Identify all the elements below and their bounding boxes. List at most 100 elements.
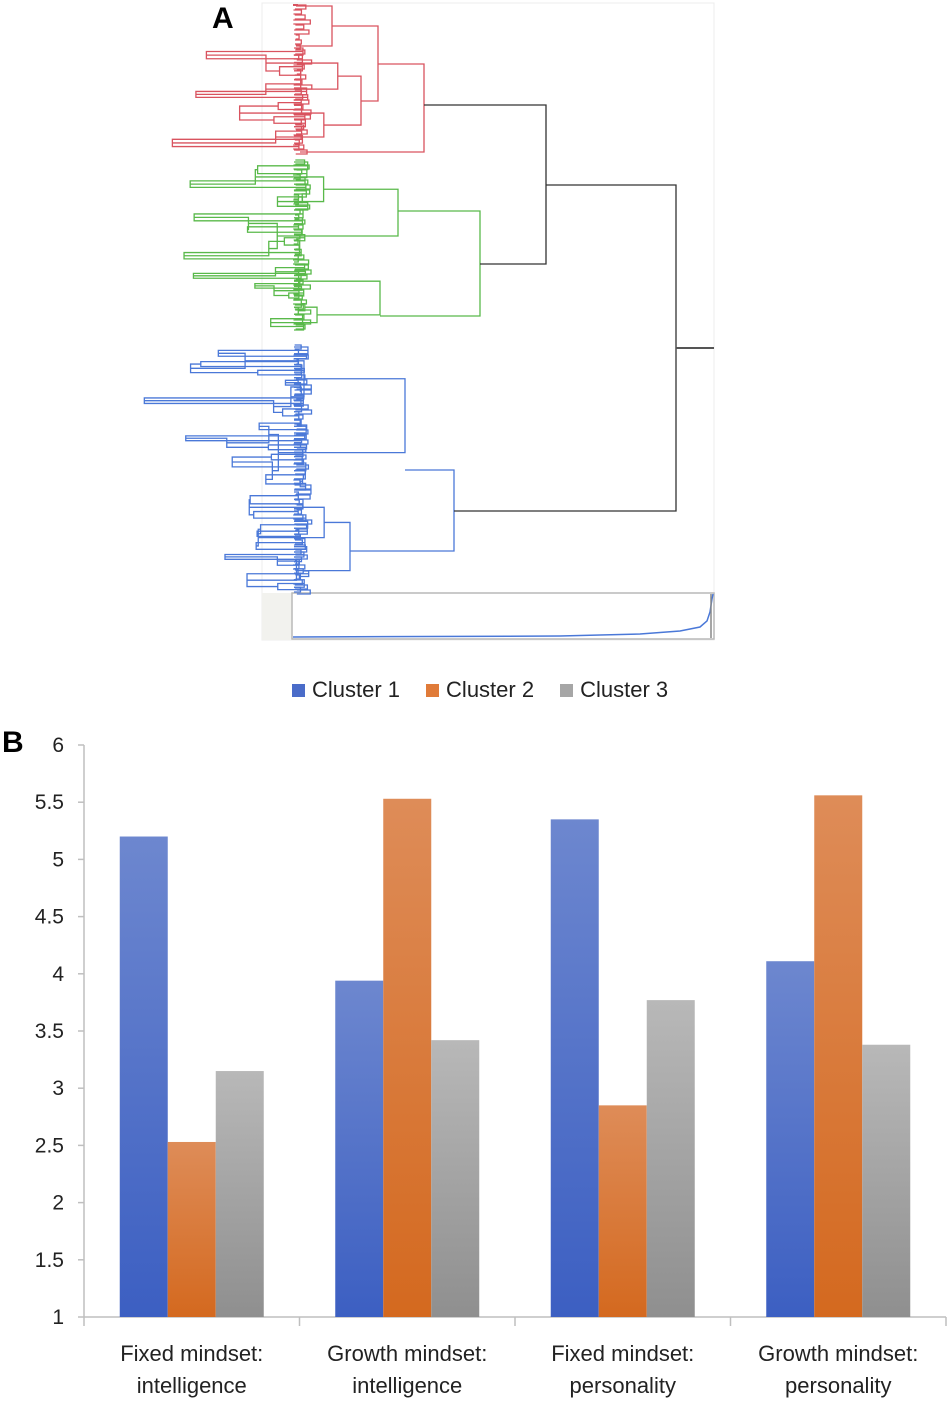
dendrogram-link-blue bbox=[232, 461, 273, 481]
dendrogram-link-red bbox=[273, 116, 306, 124]
dendrogram-link-green bbox=[294, 254, 305, 260]
dendrogram-link-red bbox=[294, 4, 307, 10]
bar-cluster-3-cat-3 bbox=[646, 1000, 695, 1317]
y-tick-label: 1.5 bbox=[35, 1249, 64, 1272]
legend-swatch-cluster-2 bbox=[426, 683, 440, 697]
dendrogram-link-green bbox=[256, 165, 308, 175]
dendrogram-link-blue bbox=[217, 349, 308, 357]
dendrogram-link-green bbox=[184, 240, 285, 257]
bar-cluster-2-cat-3 bbox=[598, 1105, 647, 1317]
y-tick-label: 3.5 bbox=[35, 1020, 64, 1043]
dendrogram-link-blue bbox=[256, 530, 308, 538]
bar-cluster-2-cat-2 bbox=[383, 798, 432, 1317]
y-tick-label: 4.5 bbox=[35, 906, 64, 929]
legend-label-cluster-1: Cluster 1 bbox=[312, 677, 401, 702]
dendrogram-link-blue bbox=[296, 464, 310, 470]
dendrogram-link-blue bbox=[296, 521, 351, 572]
dendrogram-link-blue bbox=[143, 397, 304, 405]
dendrogram-link-red bbox=[293, 114, 312, 120]
dendrogram-link-red bbox=[294, 139, 300, 145]
dendrogram-link-green bbox=[295, 324, 306, 330]
dendrogram-link-green bbox=[298, 302, 306, 312]
legend-item-cluster-3: Cluster 3 bbox=[560, 677, 668, 703]
bar-cluster-2-cat-4 bbox=[814, 795, 863, 1317]
x-category-label: intelligence bbox=[137, 1373, 247, 1398]
panel-b-label: B bbox=[2, 726, 24, 759]
y-tick-label: 1 bbox=[52, 1306, 64, 1329]
dendrogram-link-blue bbox=[256, 528, 261, 547]
dendrogram-link-green bbox=[270, 318, 304, 328]
bar-cluster-3-cat-2 bbox=[431, 1040, 480, 1317]
dendrogram-link-blue bbox=[296, 589, 311, 595]
dendrogram-link-blue bbox=[281, 408, 302, 417]
density-strip-frame bbox=[291, 592, 715, 640]
dendrogram-link-blue bbox=[224, 556, 299, 566]
bar-cluster-1-cat-1 bbox=[119, 836, 168, 1317]
dendrogram-frame bbox=[261, 2, 715, 641]
dendrogram-link-red bbox=[294, 29, 310, 35]
dendrogram bbox=[143, 2, 715, 641]
dendrogram-link-green bbox=[294, 304, 304, 310]
dendrogram-link-blue bbox=[267, 444, 306, 451]
dendrogram-link-red bbox=[195, 90, 308, 99]
dendrogram-link-red bbox=[293, 9, 303, 15]
dendrogram-link-red bbox=[205, 50, 303, 60]
legend-label-cluster-3: Cluster 3 bbox=[580, 677, 669, 702]
dendrogram-link-red bbox=[293, 64, 305, 70]
panel-a-label: A bbox=[212, 2, 234, 35]
legend-swatch-cluster-1 bbox=[292, 683, 305, 697]
x-category-label: Fixed mindset: bbox=[120, 1341, 263, 1366]
dendrogram-link-green bbox=[293, 239, 299, 245]
dendrogram-link-blue bbox=[295, 454, 307, 460]
y-tick-label: 6 bbox=[52, 734, 64, 757]
dendrogram-link-blue bbox=[257, 369, 305, 376]
dendrogram-link-green bbox=[295, 204, 311, 210]
y-tick-label: 3 bbox=[52, 1077, 64, 1100]
dendrogram-link-green bbox=[277, 188, 399, 237]
dendrogram-link-blue bbox=[285, 382, 302, 392]
dendrogram-link-green bbox=[293, 294, 303, 300]
dendrogram-link-red bbox=[294, 14, 306, 20]
dendrogram-link-green bbox=[298, 280, 381, 316]
dendrogram-link-blue bbox=[258, 422, 307, 431]
dendrogram-link-blue bbox=[200, 360, 302, 368]
dendrogram-link-blue bbox=[255, 541, 307, 550]
dendrogram-link-green bbox=[183, 251, 302, 260]
dendrogram-link-blue bbox=[185, 437, 269, 448]
dendrogram-link-blue bbox=[247, 560, 298, 581]
dendrogram-link-green bbox=[288, 292, 304, 299]
dendrogram-link-blue bbox=[294, 353, 308, 360]
dendrogram-link-green bbox=[190, 169, 258, 185]
y-tick-label: 2 bbox=[52, 1192, 64, 1215]
dendrogram-link-green bbox=[294, 214, 300, 220]
dendrogram-link-red bbox=[294, 39, 302, 45]
y-tick-label: 2.5 bbox=[35, 1134, 64, 1157]
bar-cluster-2-cat-1 bbox=[167, 1141, 216, 1317]
dendrogram-link-blue bbox=[278, 378, 406, 454]
dendrogram-link-blue bbox=[185, 435, 305, 442]
x-category-label: intelligence bbox=[352, 1373, 462, 1398]
dendrogram-link-green bbox=[254, 285, 289, 297]
bar-cluster-3-cat-1 bbox=[215, 1071, 264, 1317]
dendrogram-link-green bbox=[254, 282, 302, 289]
x-category-label: Growth mindset: bbox=[758, 1341, 918, 1366]
dendrogram-link-blue bbox=[231, 456, 306, 468]
x-category-label: Fixed mindset: bbox=[551, 1341, 694, 1366]
dendrogram-link-green bbox=[192, 272, 306, 279]
legend-label-cluster-2: Cluster 2 bbox=[446, 677, 535, 702]
dendrogram-link-green bbox=[295, 184, 311, 190]
legend-swatch-cluster-3 bbox=[560, 683, 574, 697]
x-category-label: personality bbox=[785, 1373, 891, 1398]
dendrogram-link-red bbox=[278, 66, 303, 76]
density-strip-shade bbox=[262, 593, 292, 640]
legend-item-cluster-2: Cluster 2 bbox=[426, 677, 534, 703]
dendrogram-link-red bbox=[238, 105, 279, 121]
y-tick-label: 5.5 bbox=[35, 791, 64, 814]
dendrogram-link-green bbox=[294, 264, 309, 270]
dendrogram-link-red bbox=[295, 24, 305, 30]
legend-item-cluster-1: Cluster 1 bbox=[292, 677, 400, 703]
dendrogram-link-blue bbox=[295, 409, 313, 415]
bar-cluster-3-cat-4 bbox=[862, 1044, 911, 1317]
bar-cluster-1-cat-4 bbox=[766, 961, 815, 1317]
